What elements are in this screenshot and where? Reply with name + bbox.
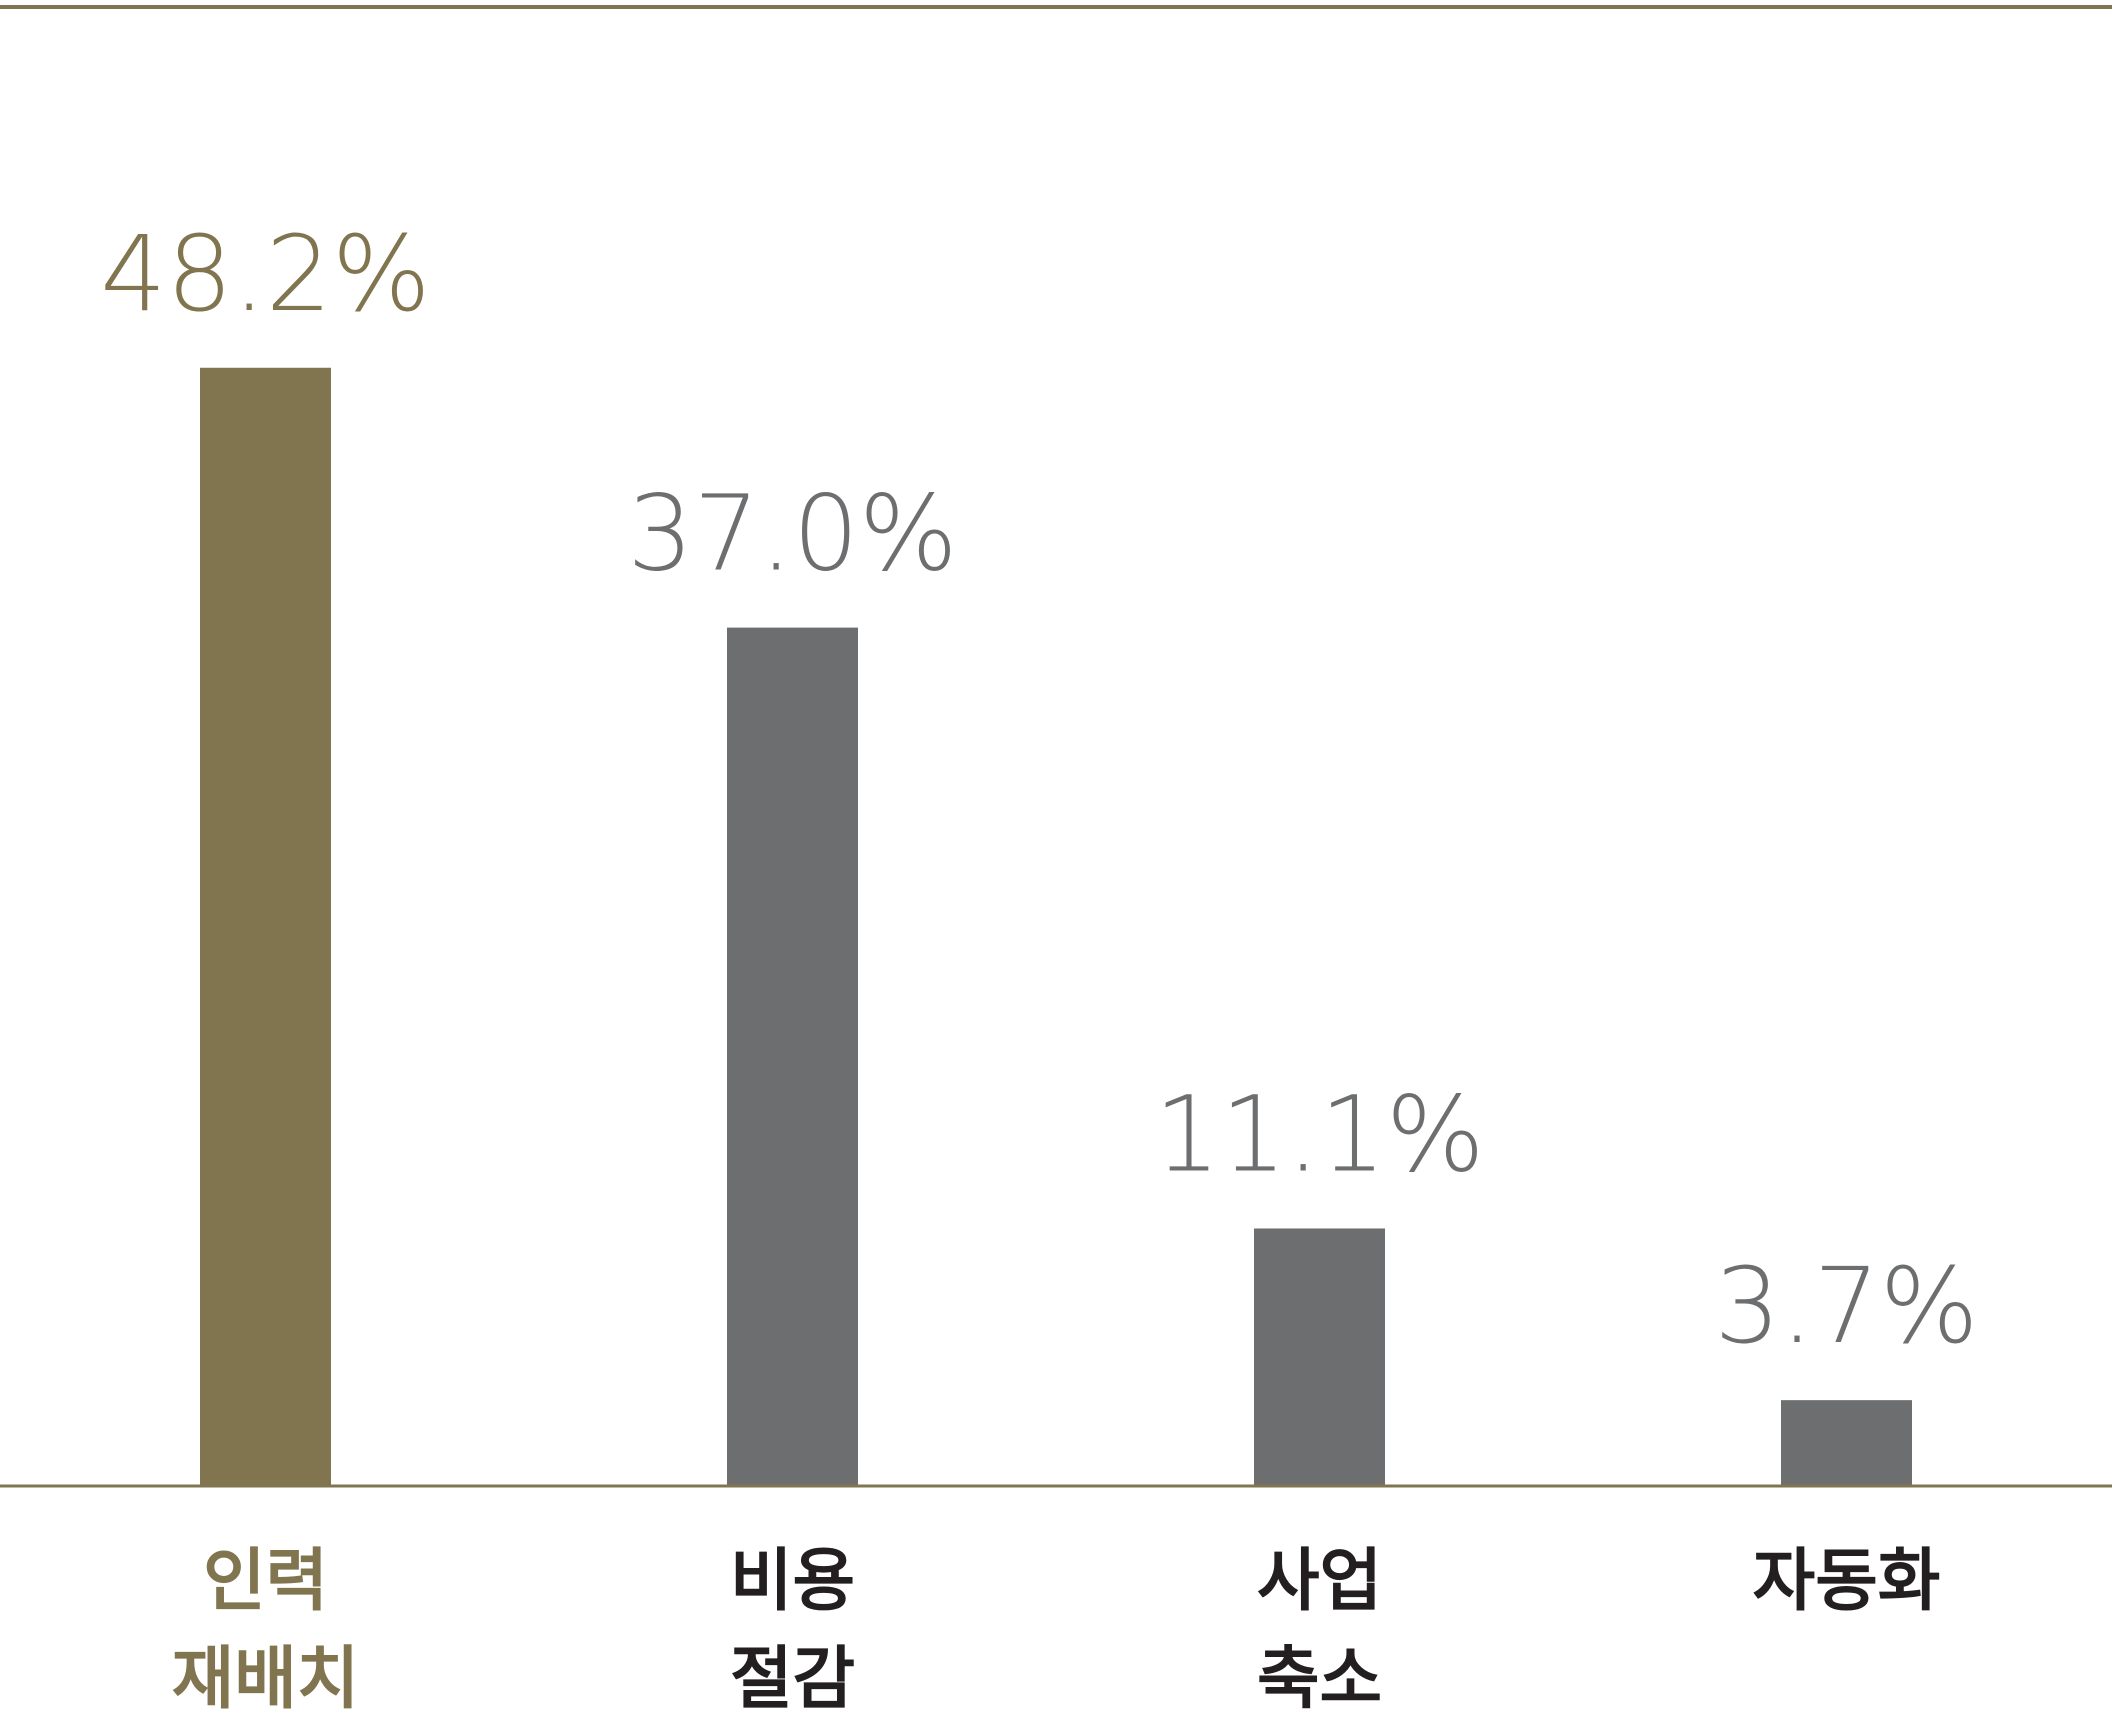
- value-label: 3.7%: [1714, 1245, 1978, 1367]
- x-tick-label: 축소: [1257, 1640, 1382, 1719]
- x-tick-label: 비용: [730, 1542, 855, 1621]
- x-tick-label: 절감: [730, 1640, 855, 1719]
- bar: [1254, 1228, 1385, 1486]
- value-label: 11.1%: [1154, 1073, 1484, 1195]
- value-label: 37.0%: [627, 473, 957, 595]
- x-tick-label: 인력: [203, 1542, 328, 1621]
- bar: [1781, 1400, 1912, 1486]
- bar: [727, 627, 858, 1486]
- x-tick-label: 자동화: [1753, 1542, 1941, 1621]
- value-label: 48.2%: [100, 213, 430, 335]
- x-tick-label: 사업: [1257, 1542, 1382, 1621]
- bar: [200, 367, 331, 1486]
- x-tick-label: 재배치: [172, 1640, 360, 1719]
